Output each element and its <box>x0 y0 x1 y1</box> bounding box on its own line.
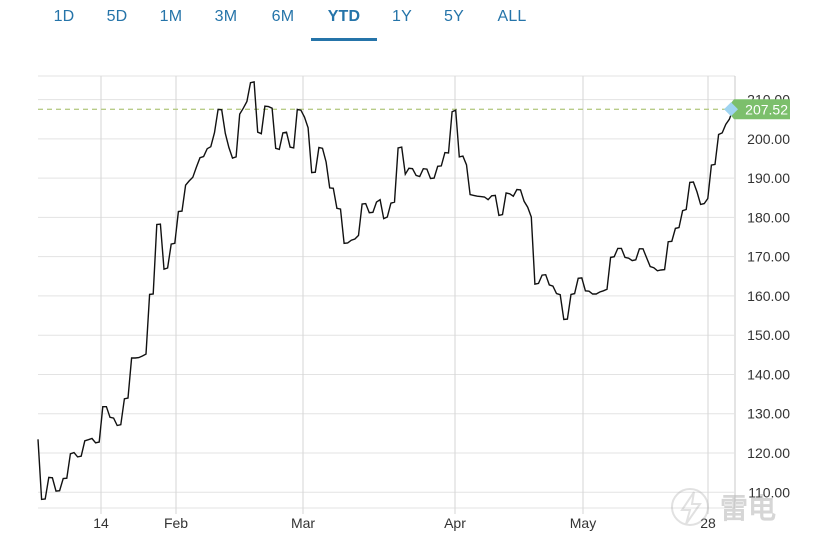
last-price-label: 207.52 <box>745 101 788 117</box>
x-tick-label: Feb <box>164 515 188 531</box>
last-price-marker <box>724 102 738 117</box>
y-tick-label: 200.00 <box>747 131 790 147</box>
y-tick-label: 150.00 <box>747 327 790 343</box>
grid-lines <box>38 75 736 514</box>
tab-5y[interactable]: 5Y <box>444 8 464 25</box>
active-tab-underline <box>311 38 377 41</box>
tab-5d[interactable]: 5D <box>106 8 128 25</box>
x-tick-label: 28 <box>700 515 716 531</box>
x-tick-label: May <box>570 515 596 531</box>
tab-ytd[interactable]: YTD <box>327 8 361 25</box>
tab-1d[interactable]: 1D <box>53 8 75 25</box>
x-axis-labels: 14 Feb Mar Apr May 28 <box>93 515 716 531</box>
y-tick-label: 190.00 <box>747 170 790 186</box>
tab-all[interactable]: ALL <box>497 8 527 25</box>
range-tabs: 1D 5D 1M 3M 6M YTD 1Y 5Y ALL <box>0 0 820 44</box>
watermark-text: 雷电 <box>720 492 777 525</box>
last-price-badge: 207.52 <box>724 99 790 120</box>
y-tick-label: 140.00 <box>747 366 790 382</box>
last-price-badge-bg <box>726 99 790 120</box>
tab-1y[interactable]: 1Y <box>392 8 412 25</box>
x-tick-label: Apr <box>444 515 466 531</box>
y-tick-label: 160.00 <box>747 288 790 304</box>
x-tick-label: 14 <box>93 515 109 531</box>
y-tick-label: 110.00 <box>748 484 790 500</box>
tab-1m[interactable]: 1M <box>159 8 183 25</box>
tab-3m[interactable]: 3M <box>214 8 238 25</box>
y-tick-label: 170.00 <box>747 249 790 265</box>
y-tick-label: 130.00 <box>747 406 790 422</box>
x-tick-label: Mar <box>291 515 315 531</box>
price-line <box>37 81 734 501</box>
y-tick-label: 120.00 <box>747 445 790 461</box>
watermark-logo-icon <box>671 488 709 526</box>
y-axis-labels: 110.00 120.00 130.00 140.00 150.00 160.00 170.… <box>747 92 790 501</box>
tab-6m[interactable]: 6M <box>271 8 295 25</box>
y-tick-label: 180.00 <box>747 209 790 225</box>
